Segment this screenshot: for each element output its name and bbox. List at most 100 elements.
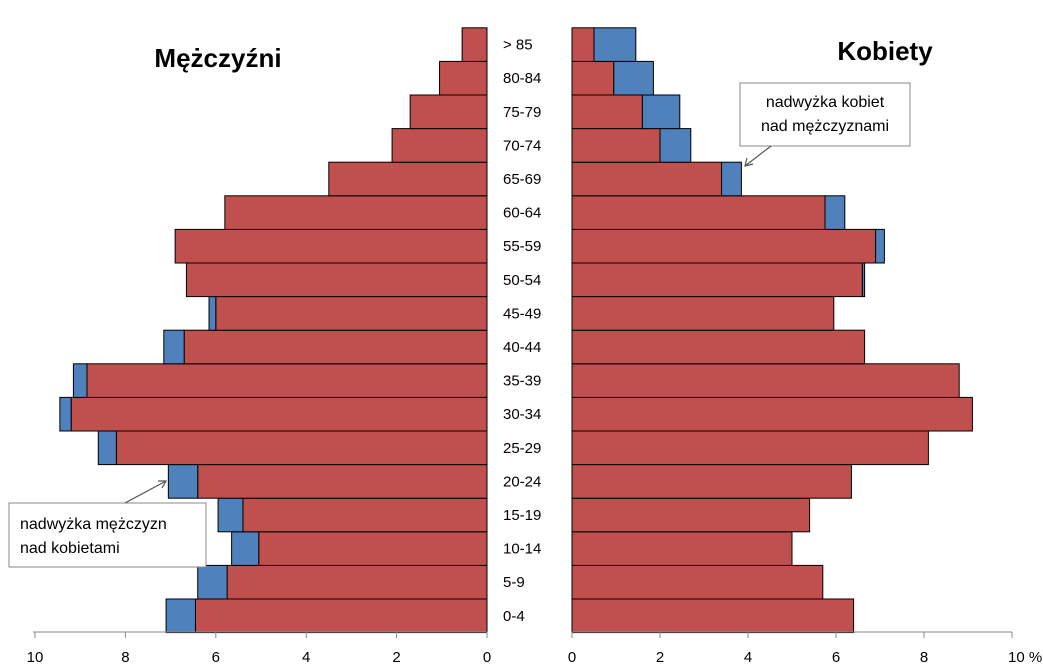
women-surplus-bar-75-79: [641, 94, 681, 130]
men-surplus-arrow: [124, 480, 167, 504]
age-labels: 0-4 5-9 10-14 15-19 20-24 25-29 30-34 35-39 40-4…: [503, 37, 541, 625]
age-label-65-69: 65-69: [503, 171, 541, 188]
women-surplus-bar-50-54: [861, 262, 866, 298]
men-x-tick-label: 6: [212, 649, 220, 666]
women-bar-85: [571, 27, 595, 62]
age-label-0-4: 0-4: [503, 608, 525, 625]
men-x-tick-label: 4: [302, 649, 310, 666]
men-surplus-bar-5-9: [197, 564, 228, 600]
age-label-10-14: 10-14: [503, 541, 541, 558]
age-label-50-54: 50-54: [503, 272, 541, 289]
men-bar-0-4: [194, 598, 488, 634]
women-surplus-arrow: [744, 145, 772, 167]
women-surplus-bar-55-59: [875, 228, 885, 264]
age-label-75-79: 75-79: [503, 104, 541, 121]
men-surplus-arrowhead: [158, 480, 168, 489]
women-bar-10-14: [571, 531, 793, 566]
men-bar-30-34: [70, 396, 488, 432]
men-bar-65-69: [328, 161, 488, 197]
age-label-40-44: 40-44: [503, 339, 541, 356]
men-bar-40-44: [183, 329, 488, 365]
men-surplus-callout-box: [8, 502, 207, 568]
age-label-45-49: 45-49: [503, 305, 541, 322]
men-bar-75-79: [409, 94, 488, 130]
men-surplus-callout-line2: nad kobietami: [20, 540, 120, 557]
women-bar-5-9: [571, 564, 824, 600]
men-surplus-callout: nadwyżka mężczyzn nad kobietami: [8, 480, 207, 568]
men-panel-title: Mężczyźni: [154, 43, 281, 73]
women-bar-60-64: [571, 195, 826, 230]
men-bar-25-29: [115, 430, 488, 466]
men-surplus-bar-35-39: [72, 363, 88, 398]
men-surplus-bar-45-49: [208, 296, 217, 331]
women-surplus-bar-85: [593, 27, 637, 62]
men-bar-60-64: [224, 195, 488, 230]
men-bar-45-49: [215, 296, 488, 331]
men-surplus-bar-0-4: [165, 598, 196, 634]
men-surplus-bar-20-24: [167, 464, 199, 499]
men-bar-80-84: [439, 60, 488, 96]
women-x-tick-label: 4: [744, 649, 752, 666]
men-x-tick-label: 8: [121, 649, 129, 666]
women-bar-30-34: [571, 396, 973, 432]
men-surplus-bar-30-34: [59, 396, 72, 432]
age-label-15-19: 15-19: [503, 507, 541, 524]
men-surplus-bar-25-29: [97, 430, 117, 466]
age-label-25-29: 25-29: [503, 440, 541, 457]
axes: 10 8 6 4 2 0 0 2 4 6 8 10 %: [27, 631, 1042, 666]
women-bar-35-39: [571, 363, 960, 398]
men-bar-15-19: [242, 497, 488, 533]
women-surplus-callout-box: [739, 82, 911, 147]
women-bar-0-4: [571, 598, 855, 634]
women-x-tick-label: 10 %: [1008, 649, 1042, 666]
women-surplus-callout: nadwyżka kobiet nad mężczyznami: [739, 82, 911, 167]
men-bar-20-24: [197, 464, 488, 499]
women-surplus-bar-65-69: [721, 161, 742, 197]
age-label-60-64: 60-64: [503, 205, 541, 222]
women-surplus-bar-60-64: [824, 195, 846, 230]
age-label-55-59: 55-59: [503, 238, 541, 255]
men-surplus-bar-10-14: [231, 531, 260, 566]
age-label-80-84: 80-84: [503, 70, 541, 87]
men-x-tick-label: 2: [392, 649, 400, 666]
women-surplus-bar-70-74: [659, 128, 692, 163]
men-x-tick-label: 10: [27, 649, 44, 666]
age-label-5-9: 5-9: [503, 574, 525, 591]
women-bars: [571, 27, 973, 634]
men-bar-10-14: [258, 531, 488, 566]
women-panel-title: Kobiety: [837, 36, 933, 66]
men-surplus-bar-15-19: [217, 497, 244, 533]
men-bar-55-59: [174, 228, 488, 264]
women-x-tick-label: 6: [832, 649, 840, 666]
age-label-35-39: 35-39: [503, 373, 541, 390]
women-bar-40-44: [571, 329, 866, 365]
women-bar-50-54: [571, 262, 863, 298]
women-surplus-callout-line1: nadwyżka kobiet: [766, 94, 885, 111]
women-surplus-arrowhead: [744, 157, 754, 167]
women-bar-80-84: [571, 60, 615, 96]
women-bar-65-69: [571, 161, 723, 197]
men-surplus-bar-40-44: [163, 329, 185, 365]
age-label-20-24: 20-24: [503, 473, 541, 490]
women-bar-25-29: [571, 430, 929, 466]
age-label-30-34: 30-34: [503, 406, 541, 423]
men-bar-35-39: [86, 363, 488, 398]
women-surplus-bar-80-84: [613, 60, 654, 96]
women-bar-20-24: [571, 464, 852, 499]
men-surplus-callout-line1: nadwyżka mężczyzn: [20, 516, 167, 533]
women-bar-75-79: [571, 94, 643, 130]
men-x-tick-label: 0: [483, 649, 491, 666]
men-bar-5-9: [226, 564, 488, 600]
women-x-tick-label: 8: [920, 649, 928, 666]
age-label-85: > 85: [503, 37, 533, 54]
men-bars: [59, 27, 488, 634]
age-label-70-74: 70-74: [503, 137, 541, 154]
women-x-tick-label: 2: [656, 649, 664, 666]
women-bar-15-19: [571, 497, 811, 533]
women-surplus-callout-line2: nad mężczyznami: [761, 118, 889, 135]
women-bar-70-74: [571, 128, 661, 163]
men-bar-85: [461, 27, 488, 62]
men-bar-70-74: [391, 128, 488, 163]
women-bar-45-49: [571, 296, 835, 331]
